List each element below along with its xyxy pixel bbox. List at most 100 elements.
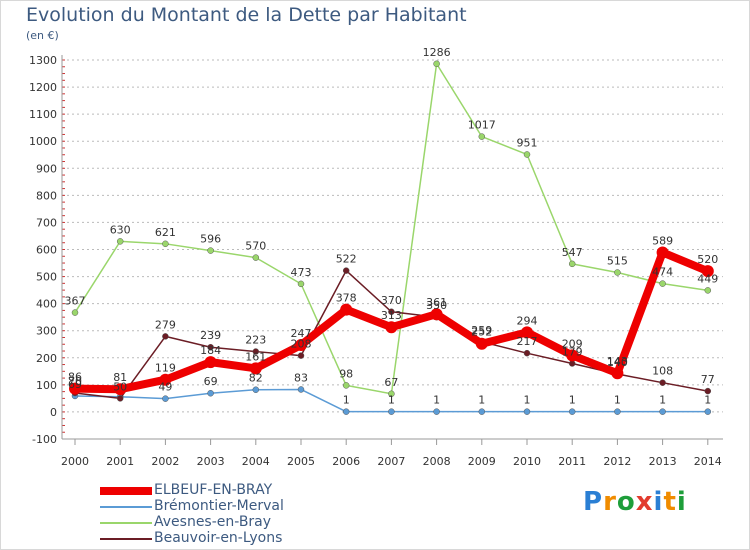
series-lines	[69, 60, 714, 415]
logo-letter: x	[635, 487, 654, 517]
data-label: 252	[471, 326, 492, 339]
data-label: 1	[388, 394, 395, 407]
data-label: 279	[155, 318, 176, 331]
data-label: 596	[200, 233, 221, 246]
legend-item: ELBEUF-EN-BRAY	[100, 482, 360, 499]
data-label: 247	[291, 327, 312, 340]
x-tick-label: 2008	[423, 455, 451, 468]
data-label: 82	[249, 372, 263, 385]
data-point	[342, 382, 350, 389]
y-tick-label: 800	[36, 189, 57, 202]
data-label: 70	[68, 375, 82, 388]
chart-title: Evolution du Montant de la Dette par Hab…	[26, 4, 467, 26]
data-label: 1	[524, 394, 531, 407]
data-label: 83	[294, 371, 308, 384]
data-label: 621	[155, 226, 176, 239]
data-label: 313	[381, 309, 402, 322]
legend-swatch	[100, 522, 152, 524]
data-point	[433, 60, 440, 68]
y-tick-label: -100	[32, 433, 57, 446]
y-tick-label: 300	[36, 325, 57, 338]
data-point	[252, 386, 260, 393]
x-tick-label: 2009	[468, 455, 496, 468]
data-label: 108	[652, 365, 673, 378]
y-tick-label: 0	[50, 406, 57, 419]
data-point	[342, 408, 350, 415]
data-label: 208	[291, 338, 312, 351]
data-point	[297, 352, 305, 359]
data-label: 143	[607, 355, 628, 368]
logo-letter: t	[663, 487, 677, 517]
data-point	[116, 395, 124, 402]
legend-label: Brémontier-Merval	[154, 498, 284, 514]
legend-swatch	[100, 506, 152, 508]
data-point	[614, 269, 621, 276]
data-label: 449	[697, 272, 718, 285]
data-point	[704, 387, 712, 395]
data-label: 951	[517, 136, 538, 149]
data-label: 98	[339, 367, 353, 380]
legend-label: Avesnes-en-Bray	[154, 514, 272, 530]
data-label: 81	[113, 371, 127, 384]
data-label: 50	[113, 380, 127, 393]
y-tick-label: 500	[36, 271, 57, 284]
data-point	[568, 360, 576, 367]
y-tick-label: 1000	[29, 135, 57, 148]
data-point	[523, 349, 531, 357]
data-label: 49	[158, 381, 172, 394]
data-label: 515	[607, 255, 628, 268]
data-label: 474	[652, 266, 673, 279]
data-labels: 69 49 69 82 83 1 1 1 1 1 1 1 1 1 367 630 621 596 570 473 98 6…	[65, 46, 719, 407]
data-label: 520	[697, 253, 718, 266]
chart-subtitle: (en €)	[26, 29, 59, 42]
data-point	[162, 240, 169, 248]
data-point	[114, 383, 127, 396]
logo-letter: i	[676, 487, 687, 517]
data-label: 119	[155, 362, 176, 375]
data-label: 294	[517, 314, 538, 327]
data-point	[207, 343, 214, 351]
data-point	[252, 254, 260, 261]
data-point	[249, 362, 262, 375]
data-point	[69, 382, 81, 395]
x-tick-label: 2001	[106, 455, 134, 468]
data-point	[523, 408, 531, 415]
data-point	[388, 408, 395, 415]
data-label: 378	[336, 292, 357, 305]
data-label: 473	[291, 266, 312, 279]
legend-item: Beauvoir-en-Lyons	[100, 530, 360, 547]
data-point	[568, 408, 576, 415]
data-label: 1	[614, 394, 621, 407]
data-label: 77	[701, 373, 715, 386]
legend: ELBEUF-EN-BRAY Brémontier-Merval Avesnes-e…	[100, 482, 360, 547]
data-label: 361	[426, 296, 447, 309]
logo-letter: P	[583, 487, 604, 517]
data-point	[385, 321, 398, 334]
data-point	[297, 280, 305, 288]
data-point	[342, 267, 350, 274]
logo-letter: o	[616, 487, 636, 517]
x-tick-label: 2006	[332, 455, 360, 468]
data-label: 570	[245, 240, 266, 253]
y-tick-label: 200	[36, 352, 57, 365]
data-point	[295, 339, 307, 352]
data-label: 217	[517, 335, 538, 348]
y-tick-label: 600	[36, 244, 57, 257]
data-point	[659, 408, 666, 415]
data-label: 1	[704, 394, 711, 407]
data-label: 259	[471, 324, 492, 337]
x-tick-label: 2004	[242, 455, 270, 468]
data-label: 239	[200, 329, 221, 342]
y-tick-label: 1100	[29, 108, 57, 121]
data-label: 223	[245, 334, 266, 347]
x-tick-label: 2005	[287, 455, 315, 468]
x-tick-label: 2010	[513, 455, 541, 468]
data-label: 1	[659, 394, 666, 407]
x-tick-label: 2014	[694, 455, 722, 468]
y-tick-label: 900	[36, 162, 57, 175]
legend-label: ELBEUF-EN-BRAY	[154, 482, 273, 498]
proxiti-logo: Proxiti	[583, 487, 687, 517]
data-label: 184	[200, 344, 221, 357]
data-label: 1	[433, 394, 440, 407]
data-point	[116, 238, 124, 245]
